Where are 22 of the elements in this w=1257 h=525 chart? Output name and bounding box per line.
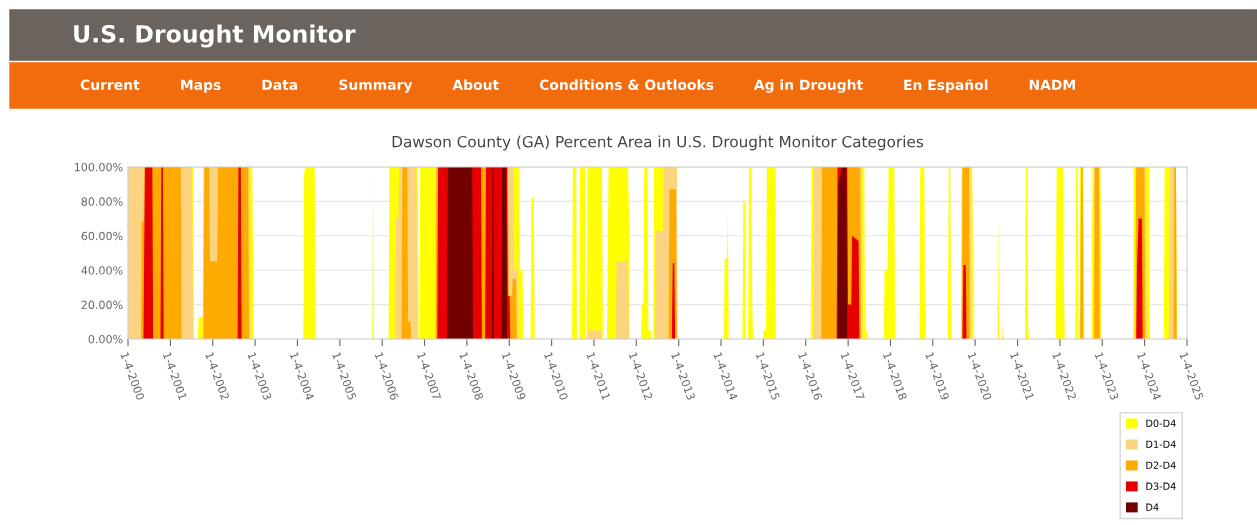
y-tick-label: 60.00% (81, 231, 123, 241)
legend-label: D3-D4 (1146, 482, 1176, 490)
text: Current (80, 79, 140, 91)
text: En Español (904, 79, 988, 93)
text: Summary (339, 79, 413, 93)
chart-title: Dawson County (GA) Percent Area in U.S. Drought Monitor Categories (392, 135, 924, 151)
text: Data (262, 79, 298, 91)
y-tick-label: 80.00% (81, 197, 123, 206)
y-tick-label: 0.00% (88, 334, 123, 344)
text: U.S. Drought Monitor (74, 24, 356, 48)
y-tick-label: 100.00% (74, 162, 123, 172)
legend-label: D2-D4 (1146, 461, 1176, 469)
text: About (452, 79, 499, 91)
text: Ag in Drought (753, 79, 863, 93)
text: Maps (181, 79, 221, 93)
legend-label: D4 (1146, 503, 1159, 511)
legend-label: D1-D4 (1146, 440, 1176, 448)
legend-label: D0-D4 (1146, 419, 1176, 427)
text: NADM (1029, 79, 1075, 90)
y-tick-label: 40.00% (81, 266, 123, 275)
y-tick-label: 20.00% (81, 300, 123, 309)
text: Conditions & Outlooks (539, 79, 714, 91)
